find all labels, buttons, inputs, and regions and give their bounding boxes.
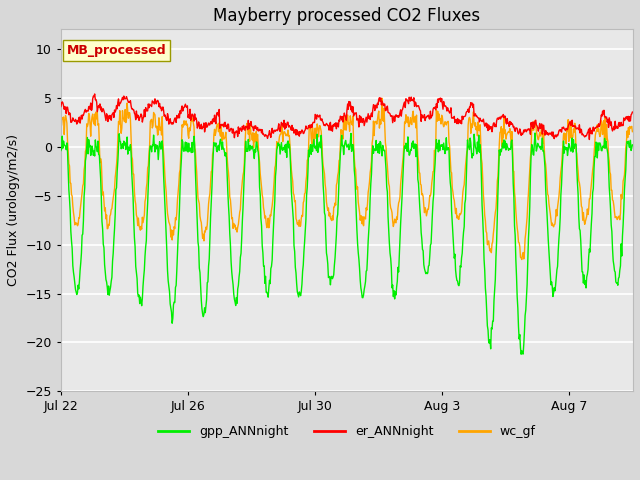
gpp_ANNnight (265, 285, 273, 290)
wc_gf (520, 256, 527, 262)
er_ANNnight (91, 91, 99, 97)
gpp_ANNnight (517, 351, 525, 357)
er_ANNnight (192, 115, 200, 121)
gpp_ANNnight (57, 148, 65, 154)
wc_gf (628, 129, 636, 134)
gpp_ANNnight (296, 289, 303, 295)
er_ANNnight (381, 108, 389, 114)
er_ANNnight (296, 129, 304, 134)
gpp_ANNnight (77, 251, 85, 256)
Line: wc_gf: wc_gf (61, 98, 632, 260)
Title: Mayberry processed CO2 Fluxes: Mayberry processed CO2 Fluxes (213, 7, 481, 25)
Y-axis label: CO2 Flux (urology/m2/s): CO2 Flux (urology/m2/s) (7, 134, 20, 287)
gpp_ANNnight (381, 147, 388, 153)
Legend: gpp_ANNnight, er_ANNnight, wc_gf: gpp_ANNnight, er_ANNnight, wc_gf (153, 420, 541, 443)
er_ANNnight (628, 109, 636, 115)
wc_gf (381, 140, 389, 145)
gpp_ANNnight (519, 351, 527, 357)
wc_gf (378, 96, 386, 101)
gpp_ANNnight (628, 142, 636, 148)
er_ANNnight (586, 137, 593, 143)
wc_gf (265, 225, 273, 231)
gpp_ANNnight (531, 130, 539, 136)
Line: er_ANNnight: er_ANNnight (61, 94, 632, 140)
wc_gf (518, 257, 525, 263)
er_ANNnight (519, 130, 527, 136)
Line: gpp_ANNnight: gpp_ANNnight (61, 133, 632, 354)
er_ANNnight (57, 104, 65, 109)
wc_gf (57, 121, 65, 127)
er_ANNnight (77, 112, 85, 118)
wc_gf (191, 147, 199, 153)
er_ANNnight (266, 128, 273, 133)
gpp_ANNnight (191, 168, 199, 173)
wc_gf (296, 217, 303, 223)
Text: MB_processed: MB_processed (67, 44, 166, 57)
wc_gf (77, 196, 85, 202)
